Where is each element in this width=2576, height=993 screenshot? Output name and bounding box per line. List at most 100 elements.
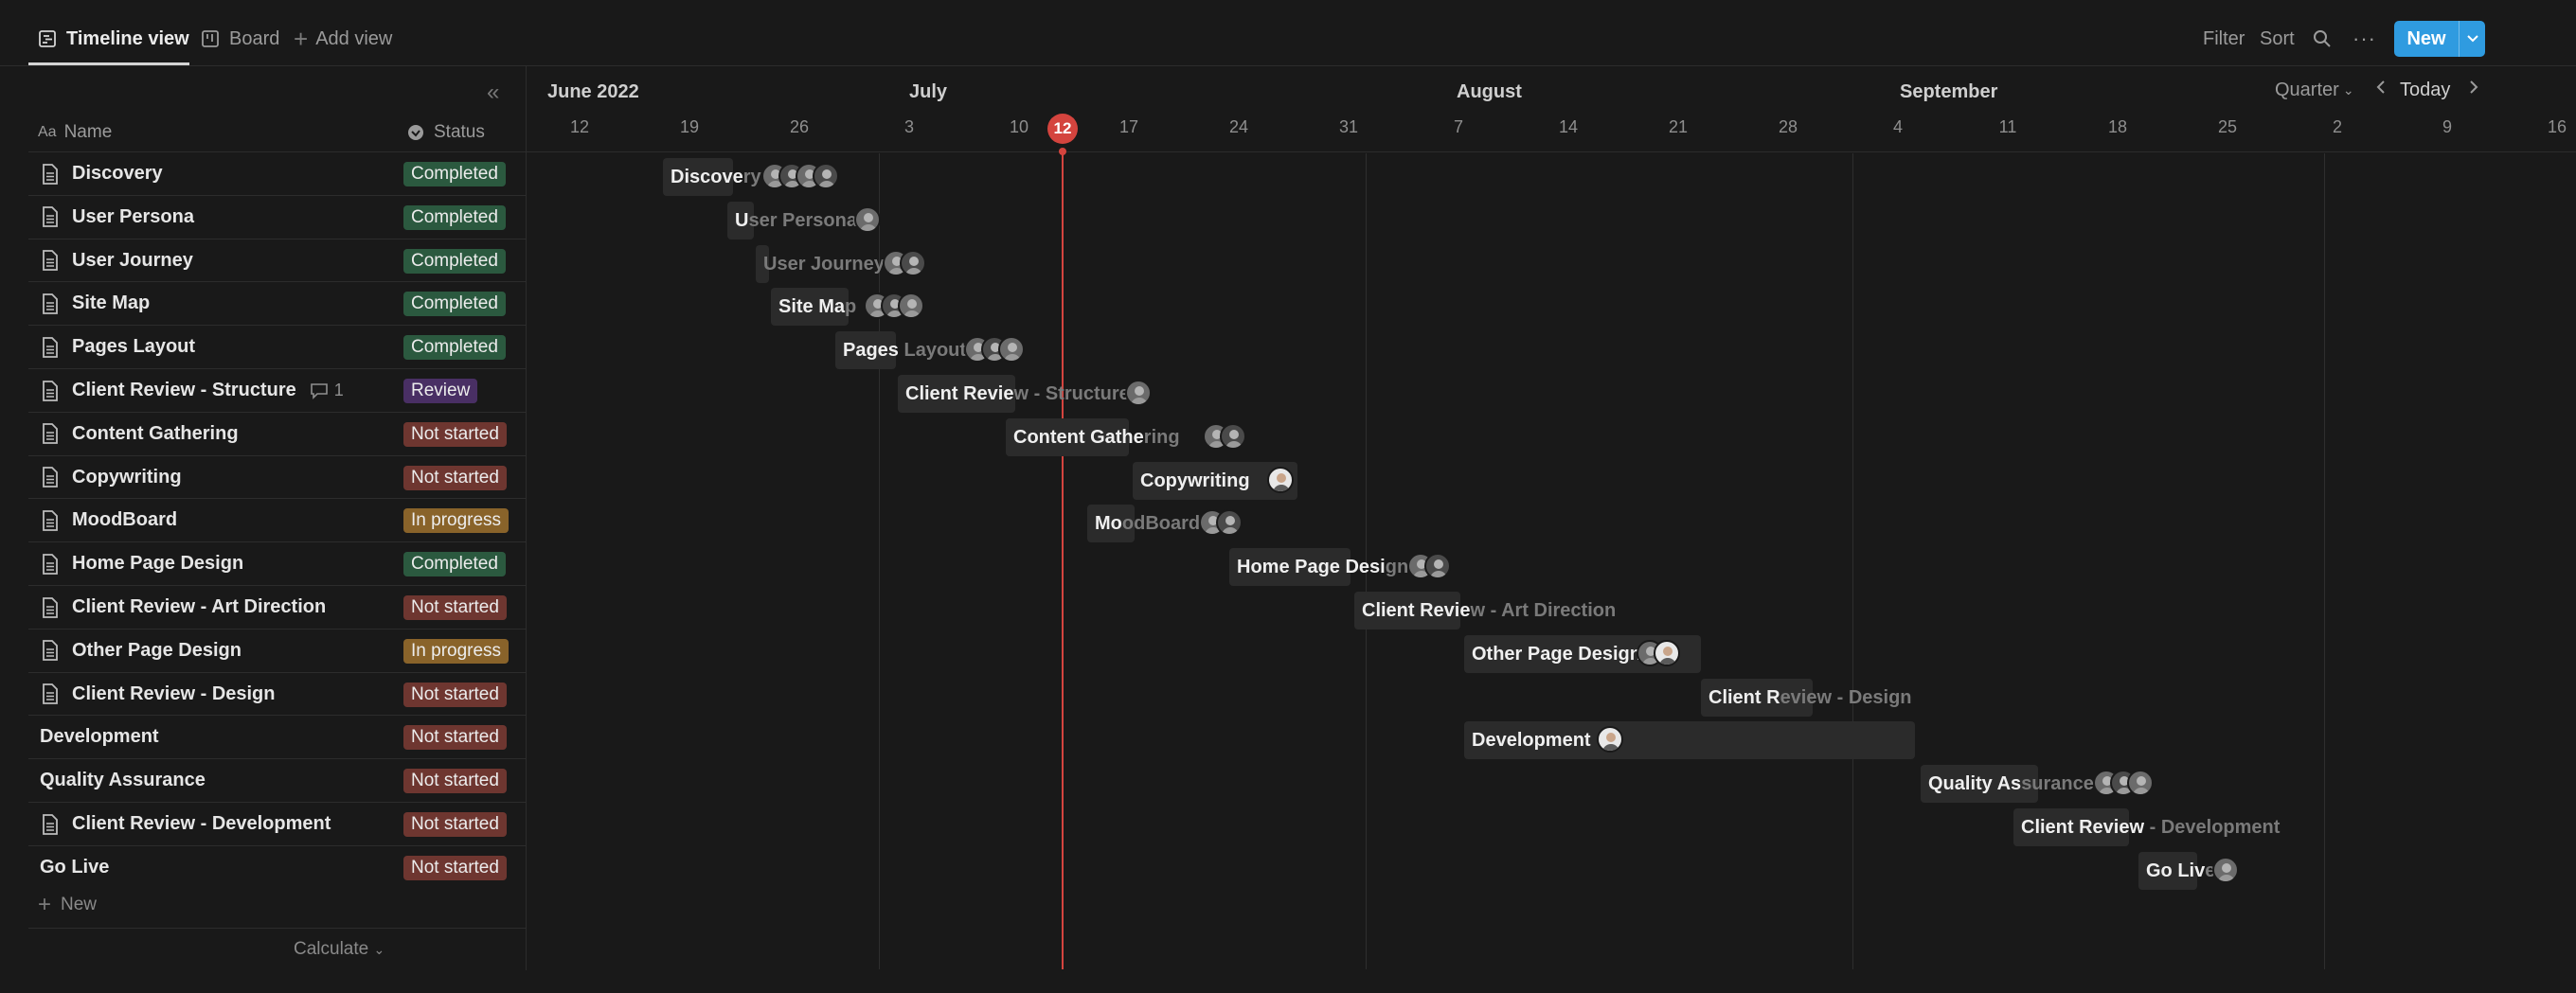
table-row[interactable]: Other Page Design In progress — [28, 628, 527, 672]
status-badge[interactable]: In progress — [403, 638, 510, 664]
status-badge[interactable]: Completed — [403, 204, 506, 230]
table-row[interactable]: Pages Layout Completed — [28, 325, 527, 368]
avatar[interactable] — [900, 249, 926, 276]
task-name[interactable]: Home Page Design — [72, 553, 244, 575]
more-options-button[interactable]: ··· — [2352, 23, 2376, 55]
avatar[interactable] — [813, 163, 839, 189]
table-row[interactable]: Client Review - Art Direction Not started — [28, 585, 527, 629]
calculate-button[interactable]: Calculate ⌄ — [294, 939, 385, 960]
next-period-button[interactable] — [2468, 80, 2479, 95]
table-row[interactable]: MoodBoard In progress — [28, 498, 527, 541]
avatar[interactable] — [1125, 380, 1152, 406]
task-name[interactable]: Other Page Design — [72, 639, 242, 661]
status-badge[interactable]: Not started — [403, 812, 507, 837]
task-name[interactable]: User Journey — [72, 249, 193, 271]
table-row[interactable]: Site Map Completed — [28, 281, 527, 325]
search-button[interactable] — [2313, 23, 2332, 55]
add-view-button[interactable]: + Add view — [294, 23, 392, 55]
assignee-avatars[interactable] — [883, 249, 926, 278]
status-badge[interactable]: Completed — [403, 552, 506, 577]
timeline-bar[interactable] — [2013, 808, 2129, 846]
tab-board[interactable]: Board — [201, 23, 279, 55]
filter-button[interactable]: Filter — [2203, 23, 2245, 55]
table-row[interactable]: User Persona Completed — [28, 194, 527, 239]
status-badge[interactable]: Completed — [403, 162, 506, 186]
status-badge[interactable]: In progress — [403, 508, 510, 534]
task-name[interactable]: Go Live — [40, 856, 110, 878]
status-badge[interactable]: Not started — [403, 465, 507, 490]
table-row[interactable]: Content Gathering Not started — [28, 411, 527, 455]
table-row[interactable]: Client Review - Development Not started — [28, 802, 527, 845]
status-badge[interactable]: Not started — [403, 421, 507, 447]
table-row[interactable]: Quality Assurance Not started — [28, 758, 527, 802]
add-new-row-button[interactable]: + New — [38, 892, 97, 918]
task-name[interactable]: Client Review - Development — [72, 813, 331, 834]
timeline-bar[interactable] — [1229, 548, 1351, 587]
task-name[interactable]: Pages Layout — [72, 336, 196, 358]
timeline-bar[interactable] — [898, 375, 1015, 413]
status-badge[interactable]: Completed — [403, 292, 506, 317]
timeline-bar[interactable] — [1701, 678, 1813, 717]
table-row[interactable]: Home Page Design Completed — [28, 541, 527, 585]
task-name[interactable]: Development — [40, 726, 159, 748]
avatar[interactable] — [898, 293, 924, 320]
tab-timeline-view[interactable]: Timeline view — [38, 23, 189, 55]
task-name[interactable]: Client Review - Art Direction — [72, 596, 327, 617]
assignee-avatars[interactable] — [1199, 509, 1243, 538]
timeline-bar[interactable] — [1921, 765, 2038, 804]
avatar[interactable] — [1216, 509, 1243, 537]
sort-button[interactable]: Sort — [2260, 23, 2295, 55]
table-row[interactable]: Development Not started — [28, 715, 527, 758]
today-button[interactable]: Today — [2400, 80, 2450, 101]
task-name[interactable]: Quality Assurance — [40, 770, 206, 791]
timeline-bar[interactable] — [835, 331, 896, 370]
zoom-select[interactable]: Quarter ⌄ — [2275, 80, 2354, 101]
comment-count[interactable]: 1 — [310, 381, 344, 400]
assignee-avatars[interactable] — [1203, 422, 1246, 452]
table-row[interactable]: Go Live Not started — [28, 844, 527, 889]
assignee-avatars[interactable] — [1125, 380, 1152, 408]
task-name[interactable]: Site Map — [72, 293, 151, 314]
assignee-avatars[interactable] — [854, 205, 881, 235]
column-header-status[interactable]: Status — [407, 115, 485, 150]
timeline-bar[interactable] — [663, 158, 733, 196]
timeline-bar[interactable] — [2138, 851, 2197, 890]
status-badge[interactable]: Review — [403, 379, 478, 403]
assignee-avatars[interactable] — [761, 163, 839, 191]
status-badge[interactable]: Completed — [403, 248, 506, 274]
task-name[interactable]: User Persona — [72, 205, 194, 227]
collapse-table-icon[interactable]: « — [487, 80, 500, 105]
assignee-avatars[interactable] — [1407, 553, 1451, 581]
avatar[interactable] — [1424, 553, 1451, 580]
assignee-avatars[interactable] — [1637, 639, 1680, 668]
status-badge[interactable]: Not started — [403, 595, 507, 620]
timeline-bar[interactable] — [756, 244, 769, 283]
status-badge[interactable]: Not started — [403, 855, 507, 880]
timeline-bar[interactable] — [727, 201, 754, 239]
assignee-avatars[interactable] — [864, 293, 924, 321]
avatar[interactable] — [1267, 466, 1294, 493]
table-row[interactable]: Copywriting Not started — [28, 454, 527, 499]
status-badge[interactable]: Not started — [403, 769, 507, 794]
task-name[interactable]: Discovery — [72, 163, 163, 184]
avatar[interactable] — [2212, 856, 2239, 883]
task-name[interactable]: Client Review - Design — [72, 683, 276, 704]
timeline-bar[interactable] — [1006, 417, 1129, 456]
task-name[interactable]: Content Gathering — [72, 422, 239, 444]
assignee-avatars[interactable] — [2212, 856, 2239, 885]
avatar[interactable] — [854, 205, 881, 233]
timeline-bar[interactable] — [1464, 721, 1915, 760]
assignee-avatars[interactable] — [1597, 726, 1623, 754]
avatar[interactable] — [998, 336, 1025, 364]
chevron-down-icon[interactable] — [2460, 34, 2485, 44]
table-row[interactable]: Discovery Completed — [28, 151, 527, 195]
table-row[interactable]: Client Review - Structure 1 Review — [28, 368, 527, 412]
avatar[interactable] — [1597, 726, 1623, 754]
task-name[interactable]: Copywriting — [72, 466, 182, 488]
column-header-name[interactable]: Aa Name — [38, 115, 112, 150]
timeline-bar[interactable] — [771, 288, 849, 327]
table-row[interactable]: User Journey Completed — [28, 238, 527, 282]
status-badge[interactable]: Completed — [403, 335, 506, 361]
timeline-bar[interactable] — [1354, 592, 1460, 629]
assignee-avatars[interactable] — [964, 336, 1025, 364]
